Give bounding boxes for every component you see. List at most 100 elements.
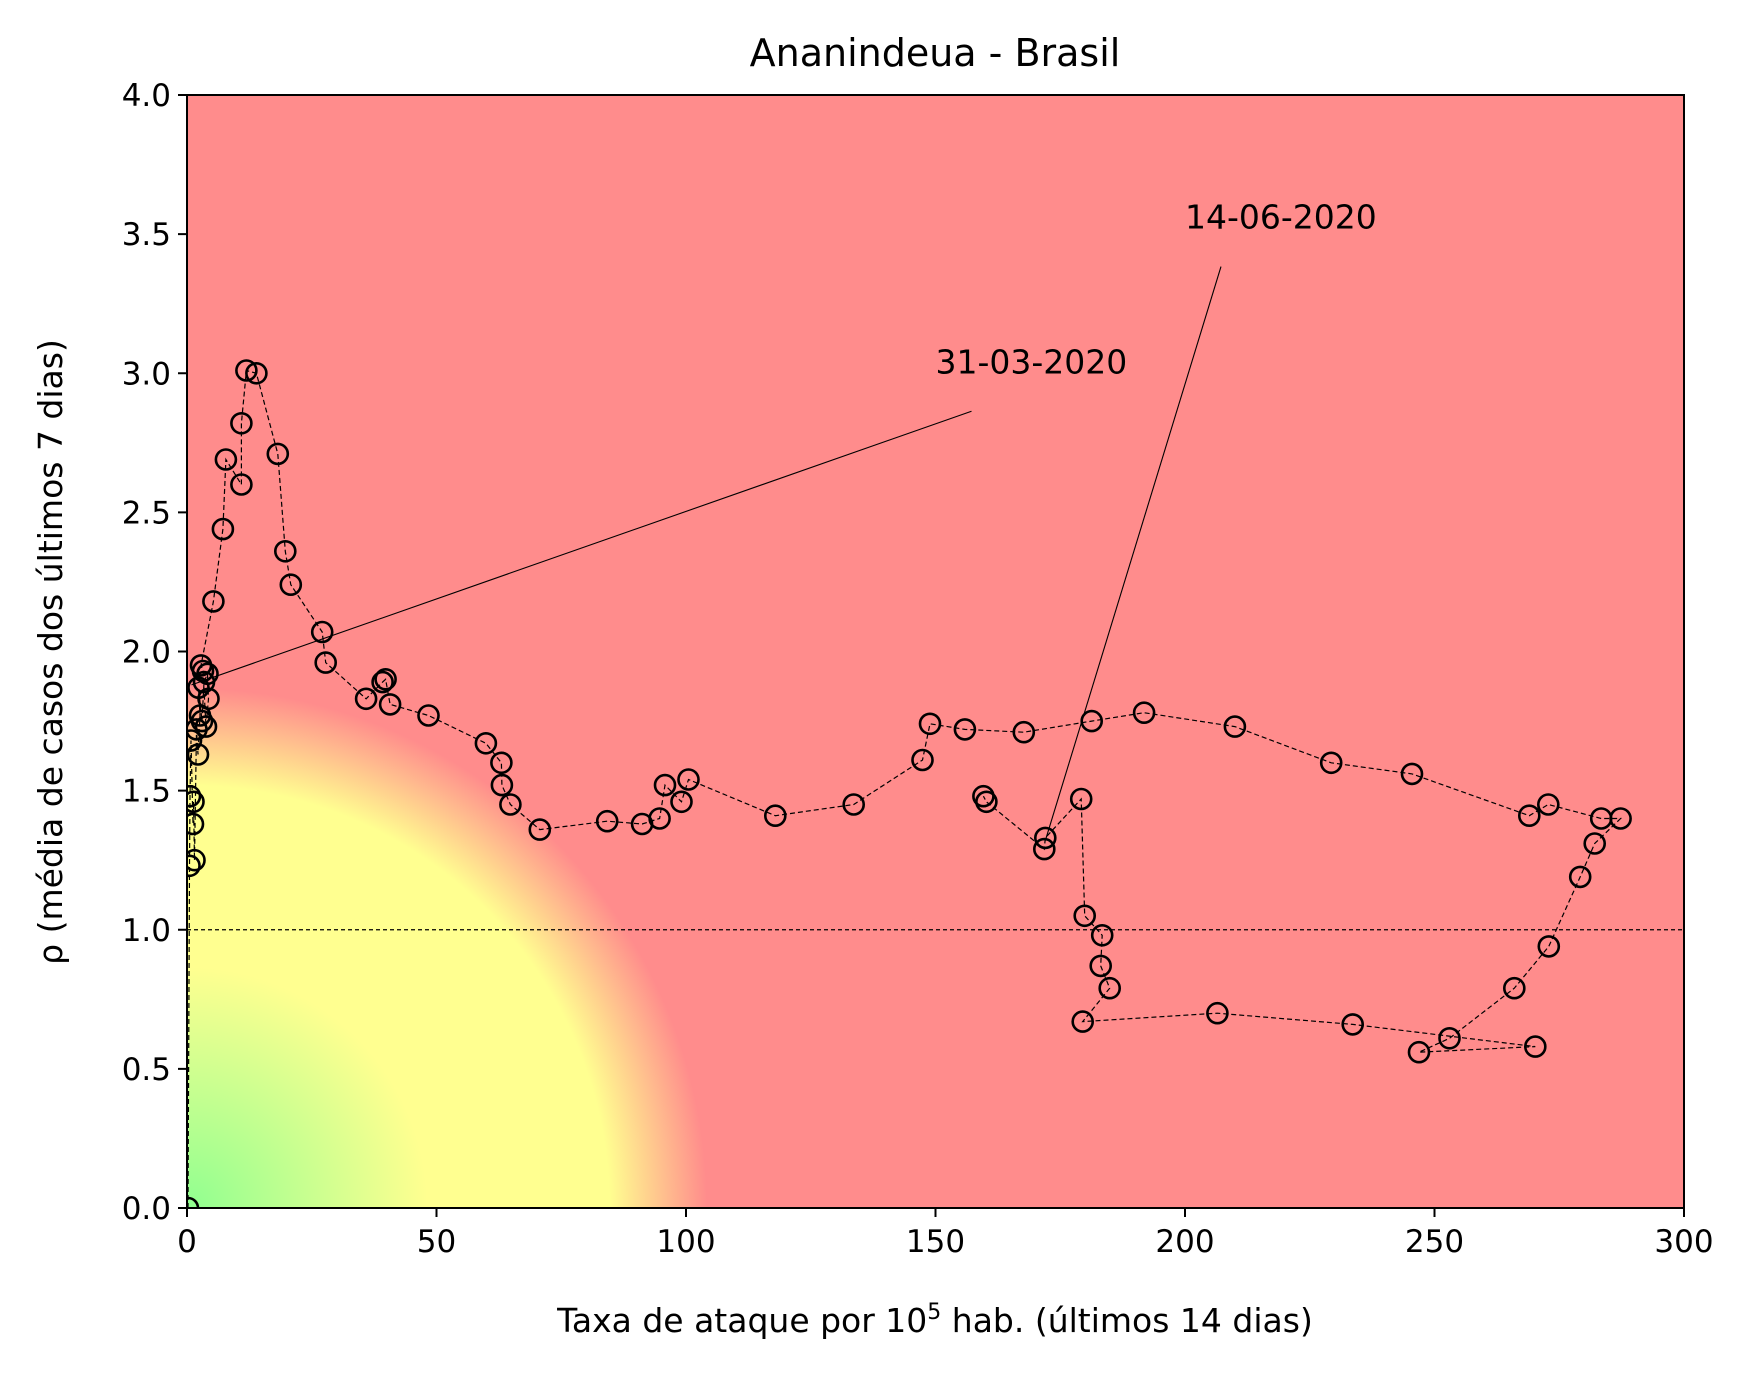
data-point <box>1223 715 1247 738</box>
x-tick-label: 300 <box>1654 1224 1713 1260</box>
x-tick-label: 150 <box>906 1224 965 1260</box>
x-tick-label: 200 <box>1155 1224 1214 1260</box>
data-point <box>670 790 693 814</box>
data-point <box>417 704 440 727</box>
data-point <box>1098 976 1121 1000</box>
x-axis-label-suffix: hab. (últimos 14 dias) <box>941 1301 1313 1340</box>
y-tick-label: 2.0 <box>122 635 171 671</box>
data-point <box>1132 701 1156 725</box>
data-point <box>187 854 201 878</box>
data-point <box>187 812 205 836</box>
data-point <box>1069 787 1093 811</box>
data-point <box>474 731 498 755</box>
data-point <box>1341 1013 1364 1036</box>
data-point <box>1206 1001 1229 1025</box>
annotation-arrow <box>191 410 972 686</box>
annotation-label: 31-03-2020 <box>936 342 1128 381</box>
data-point <box>490 751 513 775</box>
y-tick-label: 1.0 <box>122 913 171 949</box>
data-point <box>1583 832 1606 855</box>
y-axis-label: ρ (média de casos dos últimos 7 dias) <box>31 339 70 965</box>
data-point <box>842 793 866 816</box>
y-tick-label: 2.5 <box>122 495 171 531</box>
y-tick-label: 0.0 <box>122 1191 171 1227</box>
data-point <box>953 718 977 741</box>
data-point <box>911 748 934 772</box>
data-point <box>1400 762 1424 786</box>
data-point <box>1090 923 1114 947</box>
chart-title: Ananindeua - Brasil <box>750 31 1121 75</box>
data-point <box>1407 1040 1431 1064</box>
x-axis: 0 50 100 150 200 250 300 <box>177 1208 1714 1260</box>
data-point <box>187 729 203 752</box>
data-point <box>374 667 397 691</box>
data-point <box>1524 1035 1547 1058</box>
trajectory-line <box>187 369 1623 1208</box>
data-point <box>1537 935 1561 958</box>
data-point <box>194 715 218 738</box>
data-point <box>279 573 303 597</box>
data-point <box>189 654 213 677</box>
data-point <box>918 712 942 736</box>
data-point <box>1568 865 1592 889</box>
data-point <box>490 773 514 797</box>
data-point <box>972 784 995 808</box>
data-markers <box>187 359 1632 1208</box>
y-tick-label: 4.0 <box>122 78 171 114</box>
data-point <box>214 448 238 471</box>
x-tick-label: 50 <box>417 1224 456 1260</box>
y-tick-label: 0.5 <box>122 1052 171 1088</box>
data-point <box>235 359 258 382</box>
data-point <box>1033 837 1056 861</box>
data-point <box>499 793 522 816</box>
data-point <box>190 709 214 733</box>
data-point <box>595 809 619 833</box>
data-point <box>1503 976 1526 1000</box>
data-point <box>211 517 235 541</box>
data-point <box>1089 954 1112 978</box>
data-point <box>187 790 205 814</box>
data-point <box>266 442 290 466</box>
data-point <box>197 687 220 711</box>
data-point <box>187 848 206 872</box>
y-axis: 0.0 0.5 1.0 1.5 2.0 2.5 3.0 3.5 4.0 <box>122 78 187 1227</box>
data-point <box>528 818 552 841</box>
data-point <box>230 473 253 496</box>
x-tick-label: 100 <box>656 1224 715 1260</box>
annotation-label: 14-06-2020 <box>1185 198 1377 237</box>
data-point <box>653 773 677 797</box>
data-point <box>1537 793 1560 816</box>
data-point <box>677 768 700 791</box>
data-point <box>310 620 334 644</box>
x-axis-label-prefix: Taxa de ataque por 10 <box>556 1301 927 1340</box>
plot-content <box>187 359 1684 1208</box>
x-tick-label: 250 <box>1405 1224 1464 1260</box>
data-point <box>187 784 202 808</box>
data-point <box>648 807 671 830</box>
data-point <box>1438 1027 1461 1050</box>
plot-background <box>187 95 1684 1208</box>
data-point <box>1518 804 1541 828</box>
x-axis-label: Taxa de ataque por 105 hab. (últimos 14 … <box>556 1300 1313 1340</box>
data-point <box>273 539 297 563</box>
data-point <box>1034 826 1057 850</box>
data-point <box>1012 720 1036 744</box>
data-point <box>378 693 402 716</box>
data-point <box>1073 904 1096 928</box>
data-point <box>354 687 378 711</box>
data-point <box>230 411 253 435</box>
data-point <box>371 670 394 694</box>
data-point <box>1071 1010 1094 1033</box>
data-point <box>314 651 338 674</box>
y-tick-label: 1.5 <box>122 774 171 810</box>
data-point <box>1609 807 1632 830</box>
annotations: 31-03-2020 14-06-2020 <box>191 198 1377 841</box>
data-point <box>245 361 268 385</box>
annotation-arrow <box>1044 266 1222 841</box>
x-tick-label: 0 <box>177 1224 197 1260</box>
x-axis-label-superscript: 5 <box>927 1300 941 1325</box>
data-point <box>763 804 787 828</box>
y-tick-label: 3.0 <box>122 356 171 392</box>
